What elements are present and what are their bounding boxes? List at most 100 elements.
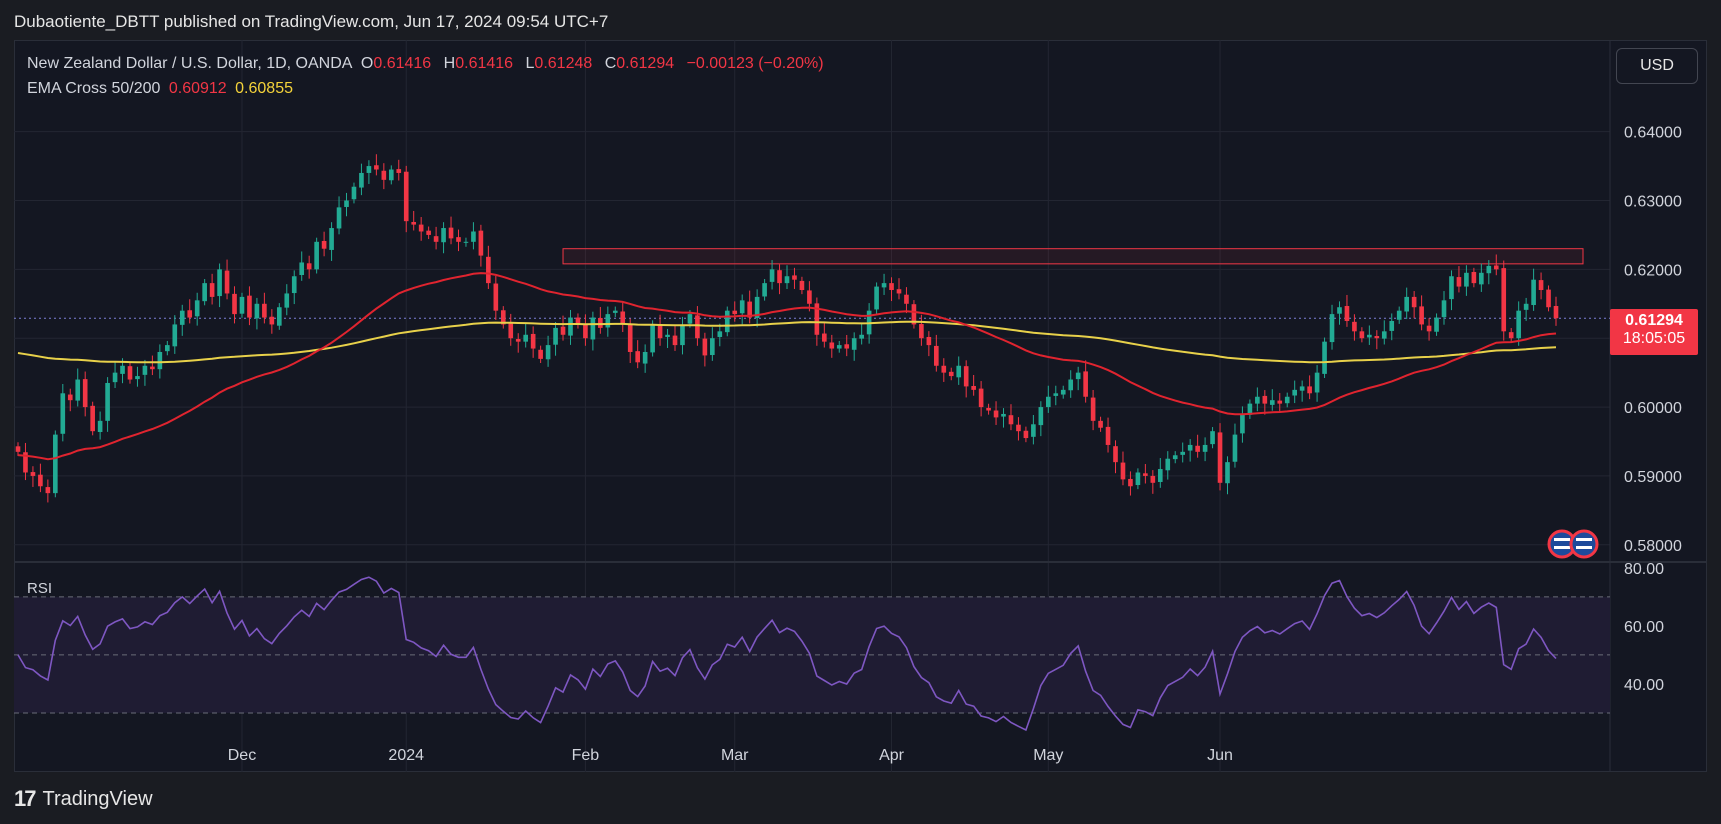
candle-body	[239, 296, 245, 314]
candle-body	[1493, 265, 1499, 270]
candle-body	[396, 169, 402, 173]
candle-body	[896, 289, 902, 294]
candle-body	[978, 388, 984, 408]
candle-body	[1531, 279, 1536, 306]
candle-body	[299, 262, 305, 276]
close-label: C	[604, 55, 617, 72]
candle-body	[426, 230, 431, 235]
candle-body	[762, 283, 767, 297]
candle-body	[807, 290, 812, 304]
candle-body	[948, 371, 954, 377]
candle-body	[724, 310, 730, 333]
candle-body	[1314, 372, 1320, 393]
candle-body	[799, 280, 805, 291]
candle-body	[284, 293, 290, 308]
candle-body	[1075, 372, 1081, 380]
currency-button[interactable]: USD	[1616, 48, 1698, 84]
candle-body	[1367, 334, 1372, 338]
bar-countdown: 18:05:05	[1622, 330, 1686, 347]
candle-body	[247, 295, 252, 318]
logo-text: TradingView	[42, 787, 153, 810]
candle-body	[1135, 472, 1141, 486]
candle-body	[941, 365, 947, 373]
candle-body	[672, 335, 678, 346]
candle-body	[105, 382, 110, 421]
candle-body	[1516, 310, 1521, 339]
candle-body	[568, 317, 573, 336]
candle-body	[1471, 271, 1477, 284]
candle-body	[441, 228, 446, 243]
candle-body	[523, 334, 529, 342]
candle-body	[1486, 265, 1492, 274]
resistance-zone	[562, 248, 1584, 265]
rsi-line	[17, 576, 1557, 732]
candle-body	[650, 324, 655, 353]
candle-body	[194, 300, 200, 317]
candle-body	[1419, 306, 1424, 325]
low-label: L	[525, 55, 535, 72]
candle-body	[1456, 277, 1462, 287]
candle-body	[1187, 444, 1193, 451]
candle-body	[1031, 424, 1036, 437]
candle-body	[478, 230, 484, 256]
candle-body	[769, 269, 775, 282]
candle-body	[1217, 432, 1223, 483]
high-value: 0.61416	[455, 55, 514, 72]
candle-body	[1441, 300, 1447, 318]
candle-body	[254, 303, 260, 319]
candle-body	[291, 276, 297, 294]
time-axis-label: 2024	[388, 747, 424, 764]
candle-body	[1262, 395, 1268, 404]
price-axis-label: 0.64000	[1624, 125, 1682, 142]
us-event-flag-stripe	[1576, 538, 1592, 541]
candle-body	[112, 372, 118, 383]
candle-body	[702, 338, 708, 356]
candle-body	[710, 338, 715, 356]
ema200-line	[17, 320, 1557, 364]
candle-body	[665, 334, 670, 337]
price-axis-label: 0.59000	[1624, 469, 1682, 486]
candle-body	[374, 165, 379, 170]
candle-body	[1426, 325, 1432, 332]
candle-body	[1232, 434, 1238, 462]
us-event-flag-stripe	[1576, 546, 1592, 549]
candle-body	[336, 207, 342, 229]
candle-body	[859, 334, 864, 339]
candle-body	[1143, 473, 1148, 476]
candle-body	[262, 303, 267, 318]
candle-body	[1098, 420, 1103, 428]
candle-body	[150, 366, 155, 370]
candle-body	[38, 474, 43, 487]
last-price-tag: 0.61294 18:05:05	[1610, 309, 1698, 355]
candle-body	[598, 317, 603, 328]
candle-body	[224, 270, 230, 294]
candle-body	[1538, 280, 1544, 291]
candle-body	[1322, 341, 1327, 374]
candle-body	[306, 263, 312, 270]
candle-body	[986, 407, 991, 411]
us-event-flag-stripe	[1554, 546, 1570, 549]
candle-body	[851, 338, 857, 350]
time-axis-label: Jun	[1207, 747, 1233, 764]
candle-body	[82, 379, 88, 408]
candle-body	[1284, 396, 1290, 404]
candle-body	[963, 366, 969, 387]
time-axis-label: Feb	[572, 747, 600, 764]
price-axis-label: 0.60000	[1624, 400, 1682, 417]
last-price-value: 0.61294	[1625, 312, 1683, 329]
candle-body	[1374, 336, 1380, 339]
candle-body	[747, 301, 752, 318]
candle-body	[1255, 396, 1260, 404]
candle-body	[463, 241, 469, 243]
candle-body	[351, 186, 357, 200]
candle-body	[1479, 272, 1484, 285]
candle-body	[1411, 296, 1417, 308]
candle-body	[1023, 430, 1029, 439]
candle-body	[1105, 426, 1111, 445]
candle-body	[956, 365, 962, 378]
candle-body	[232, 293, 237, 315]
candle-body	[515, 339, 521, 342]
candle-body	[508, 323, 514, 339]
tradingview-logo[interactable]: 17 TradingView	[14, 786, 153, 812]
